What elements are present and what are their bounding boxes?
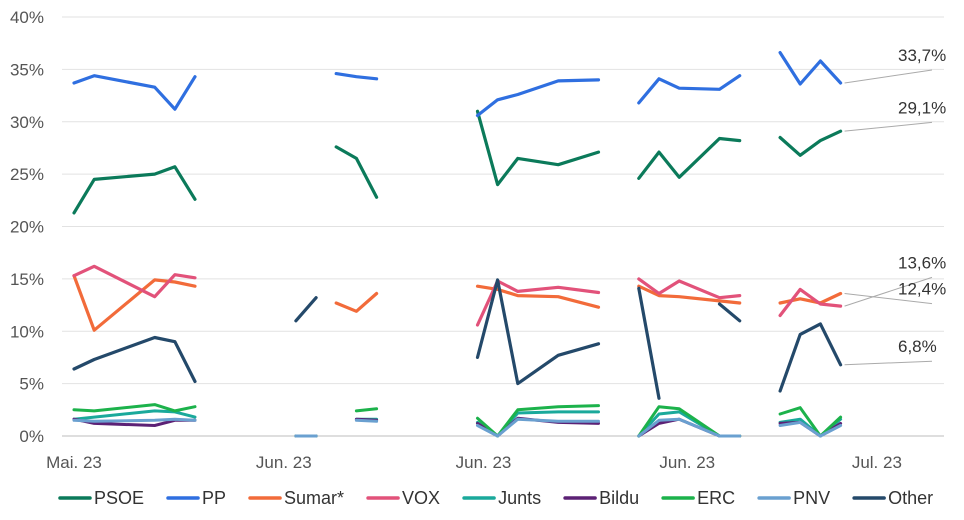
x-tick-label: Jun. 23 [256,453,312,472]
leader-line [845,70,932,83]
series-line [336,74,376,79]
y-tick-label: 35% [10,60,44,79]
end-value-label: 13,6% [898,253,946,272]
series-line [336,147,376,197]
series-junts [74,411,841,436]
y-tick-label: 0% [19,427,44,446]
y-tick-label: 25% [10,165,44,184]
y-tick-label: 40% [10,8,44,27]
series-line [74,276,195,331]
x-tick-label: Jul. 23 [852,453,902,472]
line-chart: 0% 5% 10% 15% 20% 25% 30% 35% 40% Mai. 23 Jun. 23… [0,0,964,520]
series-line [478,80,599,116]
x-tick-label: Mai. 23 [46,453,102,472]
legend-item: PP [168,488,226,508]
legend-item: VOX [368,488,440,508]
series-line [74,76,195,110]
legend-item: Other [854,488,933,508]
series-line [780,324,841,391]
legend-label: VOX [402,488,440,508]
x-axis: Mai. 23 Jun. 23 Jun. 23 Jun. 23 Jul. 23 [46,453,902,472]
leader-line [845,122,932,131]
series-line [780,53,841,84]
end-value-label: 6,8% [898,337,937,356]
y-tick-label: 30% [10,113,44,132]
y-tick-label: 15% [10,270,44,289]
legend-label: ERC [697,488,735,508]
series-line [720,304,740,321]
series-line [478,111,599,184]
series-line [478,419,599,436]
legend: PSOE PP Sumar* VOX Junts Bildu ERC PNV Other [60,488,933,508]
legend-item: Bildu [565,488,639,508]
series-line [336,294,376,312]
series-line [74,338,195,382]
series-line [780,131,841,155]
legend-item: PSOE [60,488,144,508]
y-axis: 0% 5% 10% 15% 20% 25% 30% 35% 40% [10,8,44,446]
series-line [296,298,316,321]
x-tick-label: Jun. 23 [659,453,715,472]
series-lines [74,53,841,436]
legend-label: Junts [498,488,541,508]
legend-label: Sumar* [284,488,344,508]
legend-item: Sumar* [250,488,344,508]
series-line [356,409,376,411]
legend-item: Junts [464,488,541,508]
y-tick-label: 10% [10,322,44,341]
series-psoe [74,111,841,213]
end-value-label: 33,7% [898,46,946,65]
end-value-label: 12,4% [898,280,946,299]
series-line [639,139,740,179]
series-line [356,420,376,421]
legend-item: PNV [759,488,830,508]
y-tick-label: 5% [19,375,44,394]
series-line [74,405,195,411]
series-line [639,288,659,398]
leader-line [845,361,932,365]
series-sumar [74,276,841,331]
legend-label: PP [202,488,226,508]
series-vox [74,266,841,325]
series-line [639,76,740,103]
x-tick-label: Jun. 23 [456,453,512,472]
series-pp [74,53,841,116]
legend-item: ERC [663,488,735,508]
y-tick-label: 20% [10,218,44,237]
legend-label: Bildu [599,488,639,508]
legend-label: PNV [793,488,830,508]
end-value-label: 29,1% [898,98,946,117]
legend-label: PSOE [94,488,144,508]
legend-label: Other [888,488,933,508]
end-labels: 33,7% 29,1% 13,6% 12,4% 6,8% [845,46,947,365]
